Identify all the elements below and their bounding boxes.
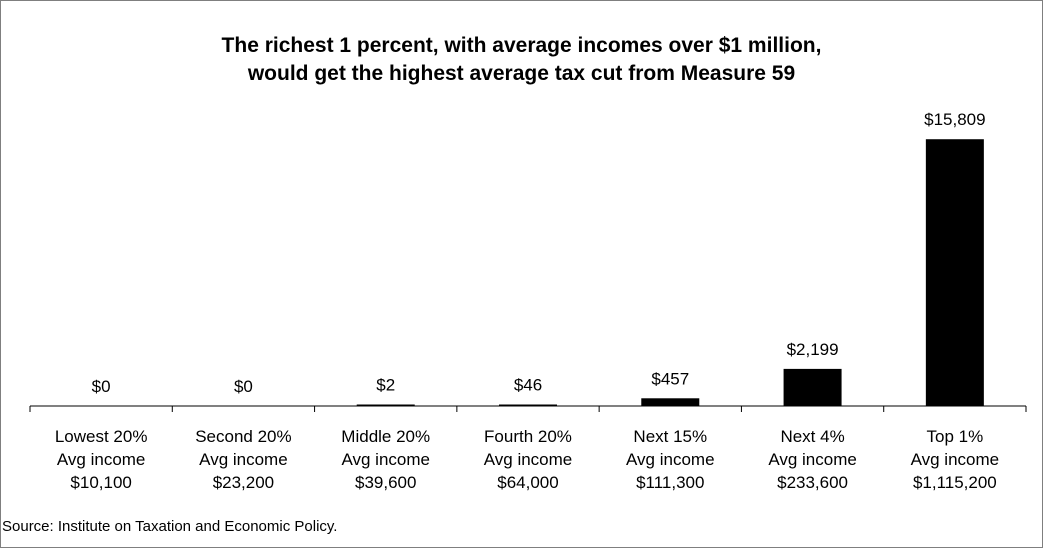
category-label-0-1: Avg income	[57, 450, 146, 469]
category-label-4-2: $111,300	[636, 473, 704, 492]
category-label-3-2: $64,000	[497, 473, 558, 492]
category-label-3-1: Avg income	[484, 450, 573, 469]
data-label-2: $2	[376, 376, 395, 395]
category-label-6-2: $1,115,200	[913, 473, 997, 492]
chart-title-line-2: would get the highest average tax cut fr…	[247, 62, 796, 85]
category-label-1-2: $23,200	[213, 473, 274, 492]
data-label-3: $46	[514, 376, 542, 395]
category-label-4-0: Next 15%	[633, 427, 707, 446]
data-label-1: $0	[234, 377, 253, 396]
data-label-0: $0	[92, 377, 111, 396]
category-label-2-2: $39,600	[355, 473, 416, 492]
bar-6	[925, 139, 984, 406]
category-label-5-2: $233,600	[777, 473, 848, 492]
category-label-6-0: Top 1%	[927, 427, 984, 446]
category-label-5-1: Avg income	[768, 450, 857, 469]
data-label-6: $15,809	[924, 110, 985, 129]
category-label-5-0: Next 4%	[780, 427, 844, 446]
data-label-4: $457	[651, 369, 689, 388]
category-label-6-1: Avg income	[911, 450, 1000, 469]
category-label-0-2: $10,100	[70, 473, 131, 492]
bar-5	[783, 368, 842, 406]
category-label-2-1: Avg income	[341, 450, 430, 469]
bar-4	[641, 398, 700, 406]
bar-3	[499, 404, 557, 406]
data-label-5: $2,199	[787, 340, 839, 359]
source-note: Source: Institute on Taxation and Econom…	[2, 518, 338, 535]
category-label-1-0: Second 20%	[195, 427, 291, 446]
chart-title-line-1: The richest 1 percent, with average inco…	[221, 34, 822, 57]
bar-2	[356, 404, 415, 406]
category-label-2-0: Middle 20%	[341, 427, 430, 446]
category-label-0-0: Lowest 20%	[55, 427, 148, 446]
category-label-1-1: Avg income	[199, 450, 288, 469]
category-label-4-1: Avg income	[626, 450, 715, 469]
category-label-3-0: Fourth 20%	[484, 427, 572, 446]
chart-title: The richest 1 percent, with average inco…	[0, 32, 1043, 88]
